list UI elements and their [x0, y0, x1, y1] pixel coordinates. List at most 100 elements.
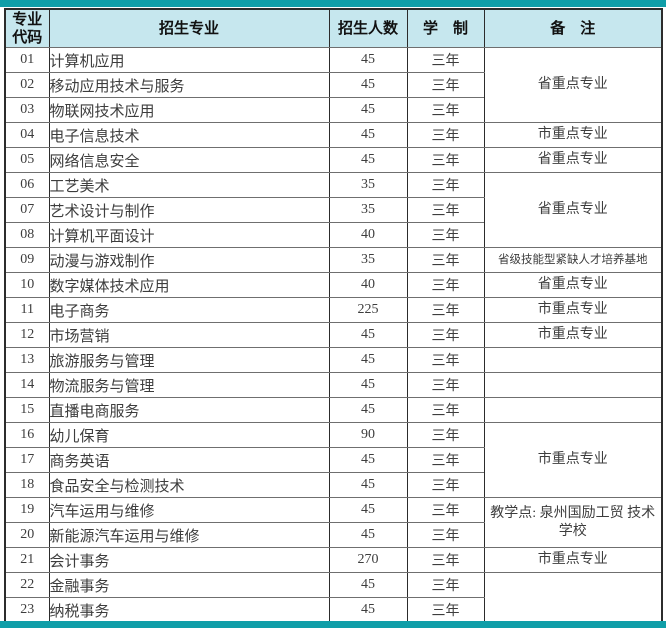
table-row: 05 网络信息安全 45 三年 省重点专业 — [4, 147, 663, 173]
cell-enrollment-count: 45 — [328, 322, 408, 348]
cell-major-name: 商务英语 — [48, 447, 330, 473]
cell-major-code: 01 — [4, 47, 50, 73]
cell-enrollment-count: 225 — [328, 297, 408, 323]
table-header: 专业 代码 招生专业 招生人数 学 制 备 注 — [4, 8, 663, 48]
cell-major-code: 08 — [4, 222, 50, 248]
cell-major-name: 计算机平面设计 — [48, 222, 330, 248]
header-major-name: 招生专业 — [48, 8, 330, 48]
cell-enrollment-count: 45 — [328, 597, 408, 624]
cell-enrollment-count: 45 — [328, 472, 408, 498]
cell-major-code: 17 — [4, 447, 50, 473]
cell-duration: 三年 — [406, 372, 485, 398]
table-row: 16 幼儿保育 90 三年 市重点专业 — [4, 422, 663, 498]
header-row: 专业 代码 招生专业 招生人数 学 制 备 注 — [4, 8, 663, 48]
cell-remark — [483, 397, 663, 423]
cell-major-code: 19 — [4, 497, 50, 523]
table-row: 23 纳税事务 45 三年 — [4, 597, 662, 624]
cell-duration: 三年 — [406, 272, 485, 298]
table-row: 02 移动应用技术与服务 45 三年 — [4, 72, 662, 98]
cell-duration: 三年 — [406, 472, 485, 498]
cell-major-name: 物流服务与管理 — [48, 372, 330, 398]
cell-duration: 三年 — [406, 47, 485, 73]
cell-remark: 省级技能型紧缺人才培养基地 — [483, 247, 663, 273]
cell-major-code: 10 — [4, 272, 50, 298]
cell-major-name: 电子商务 — [48, 297, 330, 323]
cell-major-code: 16 — [4, 422, 50, 448]
cell-remark: 市重点专业 — [483, 122, 663, 148]
cell-enrollment-count: 45 — [328, 347, 408, 373]
cell-major-code: 15 — [4, 397, 50, 423]
table-row: 06 工艺美术 35 三年 省重点专业 — [4, 172, 663, 248]
table-row: 10 数字媒体技术应用 40 三年 省重点专业 — [4, 272, 663, 298]
cell-major-name: 移动应用技术与服务 — [48, 72, 330, 98]
cell-duration: 三年 — [406, 397, 485, 423]
cell-enrollment-count: 40 — [328, 222, 408, 248]
cell-major-code: 22 — [4, 572, 50, 598]
cell-enrollment-count: 35 — [328, 172, 408, 198]
cell-major-name: 食品安全与检测技术 — [48, 472, 330, 498]
table-row: 12 市场营销 45 三年 市重点专业 — [4, 322, 663, 348]
cell-major-name: 汽车运用与维修 — [48, 497, 330, 523]
cell-enrollment-count: 40 — [328, 272, 408, 298]
cell-major-name: 幼儿保育 — [48, 422, 330, 448]
cell-major-code: 07 — [4, 197, 50, 223]
cell-remark: 市重点专业 — [483, 422, 663, 498]
cell-enrollment-count: 45 — [328, 522, 408, 548]
cell-major-name: 艺术设计与制作 — [48, 197, 330, 223]
cell-duration: 三年 — [406, 247, 485, 273]
cell-major-name: 计算机应用 — [48, 47, 330, 73]
cell-major-code: 03 — [4, 97, 50, 123]
cell-duration: 三年 — [406, 297, 485, 323]
cell-duration: 三年 — [406, 597, 485, 624]
cell-major-code: 06 — [4, 172, 50, 198]
cell-enrollment-count: 90 — [328, 422, 408, 448]
header-enrollment-count: 招生人数 — [328, 8, 408, 48]
table-row: 03 物联网技术应用 45 三年 — [4, 97, 662, 123]
top-accent-bar — [0, 0, 666, 7]
table-row: 07 艺术设计与制作 35 三年 — [4, 197, 662, 223]
table-row: 14 物流服务与管理 45 三年 — [4, 372, 663, 398]
table-row: 11 电子商务 225 三年 市重点专业 — [4, 297, 663, 323]
cell-major-code: 18 — [4, 472, 50, 498]
cell-major-name: 工艺美术 — [48, 172, 330, 198]
cell-remark: 市重点专业 — [483, 547, 663, 573]
cell-major-code: 13 — [4, 347, 50, 373]
cell-major-name: 数字媒体技术应用 — [48, 272, 330, 298]
cell-duration: 三年 — [406, 522, 485, 548]
cell-duration: 三年 — [406, 422, 485, 448]
cell-remark — [483, 372, 663, 398]
table-row: 21 会计事务 270 三年 市重点专业 — [4, 547, 663, 573]
cell-enrollment-count: 35 — [328, 247, 408, 273]
cell-enrollment-count: 45 — [328, 497, 408, 523]
header-remark: 备 注 — [483, 8, 663, 48]
cell-remark: 省重点专业 — [483, 172, 663, 248]
cell-major-code: 12 — [4, 322, 50, 348]
cell-duration: 三年 — [406, 72, 485, 98]
header-major-code: 专业 代码 — [4, 8, 50, 48]
cell-remark — [483, 572, 663, 624]
cell-duration: 三年 — [406, 347, 485, 373]
cell-enrollment-count: 45 — [328, 447, 408, 473]
cell-duration: 三年 — [406, 197, 485, 223]
cell-major-code: 21 — [4, 547, 50, 573]
cell-major-code: 05 — [4, 147, 50, 173]
table-row: 08 计算机平面设计 40 三年 — [4, 222, 662, 248]
cell-enrollment-count: 45 — [328, 97, 408, 123]
cell-enrollment-count: 45 — [328, 572, 408, 598]
cell-duration: 三年 — [406, 497, 485, 523]
table-row: 04 电子信息技术 45 三年 市重点专业 — [4, 122, 663, 148]
cell-major-code: 02 — [4, 72, 50, 98]
cell-major-name: 物联网技术应用 — [48, 97, 330, 123]
cell-enrollment-count: 35 — [328, 197, 408, 223]
cell-enrollment-count: 45 — [328, 372, 408, 398]
cell-remark: 省重点专业 — [483, 47, 663, 123]
table-row: 09 动漫与游戏制作 35 三年 省级技能型紧缺人才培养基地 — [4, 247, 663, 273]
cell-major-name: 新能源汽车运用与维修 — [48, 522, 330, 548]
cell-duration: 三年 — [406, 222, 485, 248]
table-row: 22 金融事务 45 三年 — [4, 572, 663, 624]
table-body: 01 计算机应用 45 三年 省重点专业 02 移动应用技术与服务 45 三年 … — [4, 47, 663, 624]
cell-major-code: 20 — [4, 522, 50, 548]
cell-duration: 三年 — [406, 147, 485, 173]
cell-major-name: 电子信息技术 — [48, 122, 330, 148]
